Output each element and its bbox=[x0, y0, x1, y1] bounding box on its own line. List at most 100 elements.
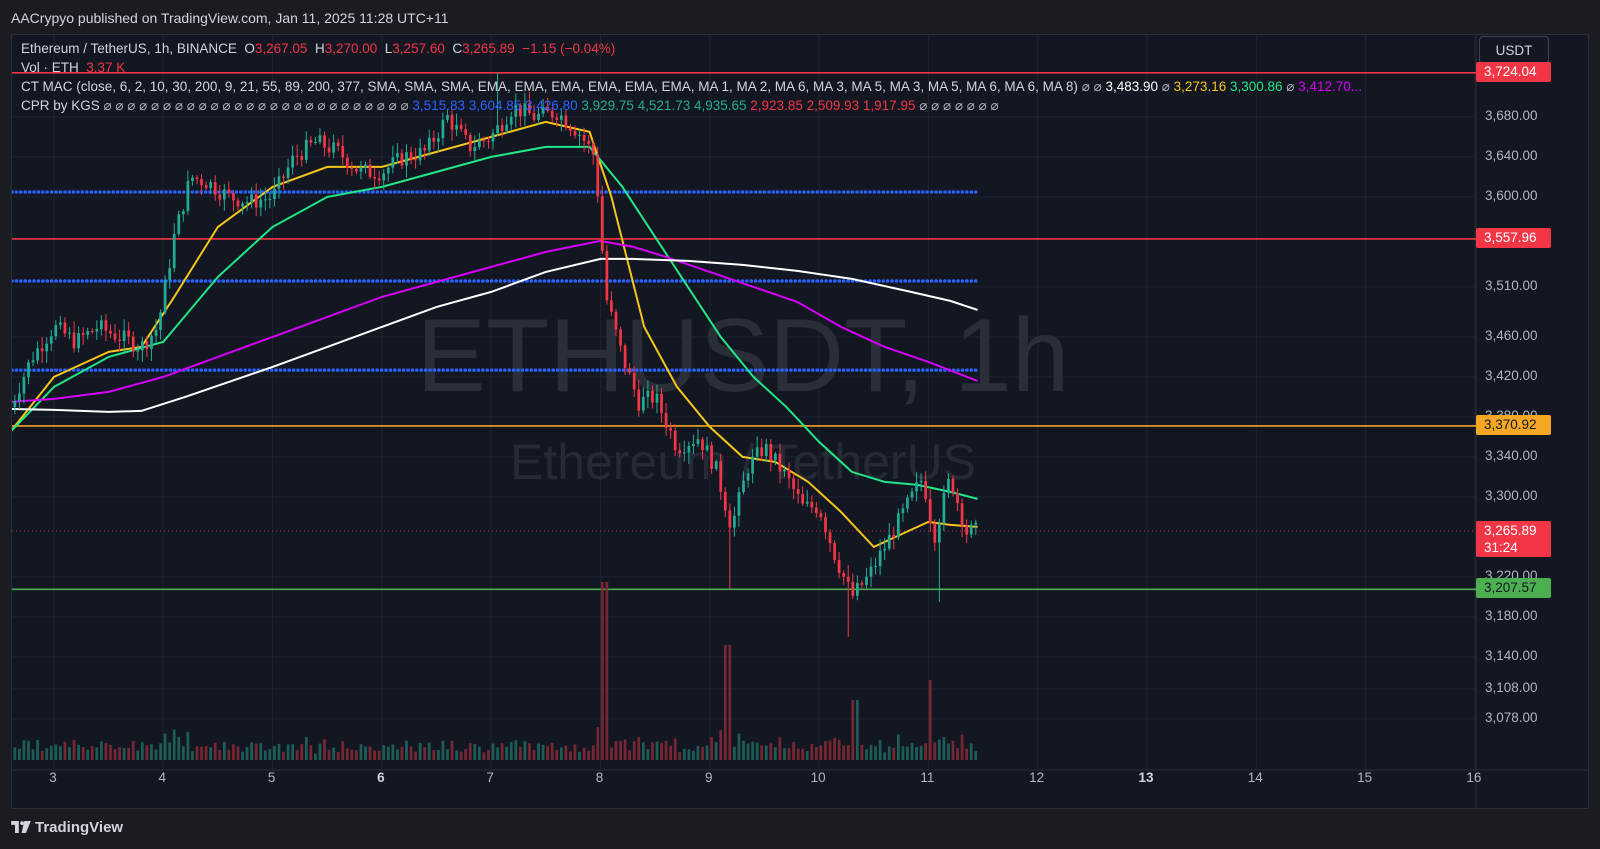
volume-bar bbox=[555, 749, 559, 760]
candle-body bbox=[937, 523, 941, 543]
low-value: 3,257.60 bbox=[392, 41, 445, 56]
volume-bar bbox=[245, 746, 249, 760]
candle-body bbox=[974, 522, 978, 525]
volume-bar bbox=[660, 742, 663, 760]
candle-body bbox=[751, 456, 754, 474]
candle-body bbox=[396, 153, 399, 158]
bar-countdown: 31:24 bbox=[1484, 540, 1518, 555]
volume-bar bbox=[591, 745, 595, 760]
volume-bar bbox=[919, 745, 923, 760]
volume-bar bbox=[901, 746, 905, 760]
volume-bar bbox=[191, 751, 194, 760]
candle-body bbox=[810, 501, 814, 508]
volume-bar bbox=[769, 743, 773, 760]
volume-bar bbox=[232, 744, 235, 760]
candle-body bbox=[660, 393, 663, 414]
volume-bar bbox=[373, 750, 376, 760]
legend-value: 1,917.95 bbox=[862, 98, 920, 113]
candle-body bbox=[623, 345, 627, 369]
candle-body bbox=[332, 142, 335, 153]
time-axis-label: 3 bbox=[49, 770, 57, 785]
volume-bar bbox=[956, 748, 959, 760]
volume-bar bbox=[259, 743, 263, 760]
candle-body bbox=[487, 140, 490, 142]
legend-value: 3,300.86 bbox=[1229, 79, 1287, 94]
volume-bar bbox=[209, 747, 213, 760]
symbol-legend[interactable]: Ethereum / TetherUS, 1h, BINANCE O3,267.… bbox=[21, 41, 615, 56]
legend-value: 4,521.73 bbox=[637, 98, 694, 113]
volume-bar bbox=[218, 749, 222, 760]
volume-bar bbox=[669, 745, 673, 760]
moving-average-line bbox=[12, 239, 978, 403]
volume-bar bbox=[254, 743, 258, 760]
candle-body bbox=[31, 360, 35, 363]
candle-body bbox=[400, 153, 404, 166]
candle-body bbox=[113, 333, 117, 340]
volume-bar bbox=[286, 744, 290, 760]
price-axis-label: 3,460.00 bbox=[1485, 327, 1538, 343]
volume-bar bbox=[464, 749, 468, 760]
candle-body bbox=[523, 103, 527, 117]
high-value: 3,270.00 bbox=[324, 41, 378, 56]
chart-frame[interactable]: ETHUSDT, 1h Ethereum / TetherUS bbox=[11, 34, 1590, 810]
volume-bar bbox=[723, 645, 727, 760]
time-axis-label: 5 bbox=[267, 770, 276, 785]
volume-bar bbox=[18, 748, 21, 760]
volume-bar bbox=[227, 749, 231, 760]
volume-bar bbox=[641, 742, 645, 760]
volume-bar bbox=[54, 744, 58, 760]
volume-bar bbox=[250, 742, 254, 760]
volume-bar bbox=[783, 748, 786, 760]
volume-bar bbox=[692, 750, 695, 760]
candle-body bbox=[304, 139, 308, 160]
volume-bar bbox=[382, 745, 386, 760]
volume-bar bbox=[605, 582, 609, 760]
candle-body bbox=[314, 142, 317, 144]
ctmac-label: CT MAC (close, 6, 2, 10, 30, 200, 9, 21,… bbox=[21, 79, 1078, 94]
volume-bar bbox=[459, 751, 463, 760]
volume-bar bbox=[277, 743, 281, 760]
candle-body bbox=[860, 582, 864, 585]
volume-bar bbox=[186, 731, 190, 760]
candle-body bbox=[728, 510, 732, 528]
volume-bar bbox=[109, 744, 112, 760]
volume-bar bbox=[701, 747, 704, 760]
candle-body bbox=[236, 200, 240, 207]
candle-body bbox=[942, 493, 946, 524]
volume-bar bbox=[487, 749, 490, 760]
currency-unit-button[interactable]: USDT bbox=[1479, 36, 1549, 64]
time-axis-label: 4 bbox=[158, 770, 167, 785]
volume-bar bbox=[391, 744, 395, 760]
price-tag: 3,265.89 31:24 bbox=[1476, 521, 1551, 557]
tradingview-logo[interactable]: TradingView bbox=[11, 819, 123, 836]
volume-bar bbox=[177, 736, 181, 760]
volume-bar bbox=[942, 737, 946, 760]
volume-bar bbox=[628, 750, 632, 760]
volume-bar bbox=[815, 747, 818, 760]
volume-bar bbox=[59, 746, 62, 760]
watermark-symbol: ETHUSDT, 1h bbox=[416, 298, 1069, 414]
candle-body bbox=[532, 113, 536, 120]
candle-body bbox=[692, 444, 695, 447]
volume-bar bbox=[796, 748, 800, 760]
candle-body bbox=[678, 450, 682, 454]
volume-value: 3.37 K bbox=[86, 60, 126, 75]
volume-bar bbox=[710, 737, 713, 760]
volume-bar bbox=[801, 748, 805, 760]
volume-bar bbox=[714, 742, 718, 760]
volume-bar bbox=[386, 746, 390, 760]
candle-body bbox=[878, 550, 882, 567]
cpr-legend[interactable]: CPR by KGS ⌀ ⌀ ⌀ ⌀ ⌀ ⌀ ⌀ ⌀ ⌀ ⌀ ⌀ ⌀ ⌀ ⌀ ⌀… bbox=[21, 98, 999, 114]
ctmac-legend[interactable]: CT MAC (close, 6, 2, 10, 30, 200, 9, 21,… bbox=[21, 79, 1362, 95]
volume-bar bbox=[828, 740, 832, 760]
price-axis-label: 3,600.00 bbox=[1485, 187, 1538, 203]
volume-legend[interactable]: Vol · ETH 3.37 K bbox=[21, 60, 125, 75]
volume-bar bbox=[924, 743, 928, 760]
candle-body bbox=[263, 199, 267, 201]
candle-body bbox=[477, 140, 481, 148]
candle-body bbox=[610, 300, 613, 312]
volume-bar bbox=[236, 746, 240, 760]
candle-body bbox=[437, 138, 440, 142]
legend-value: 2,923.85 bbox=[750, 98, 807, 113]
